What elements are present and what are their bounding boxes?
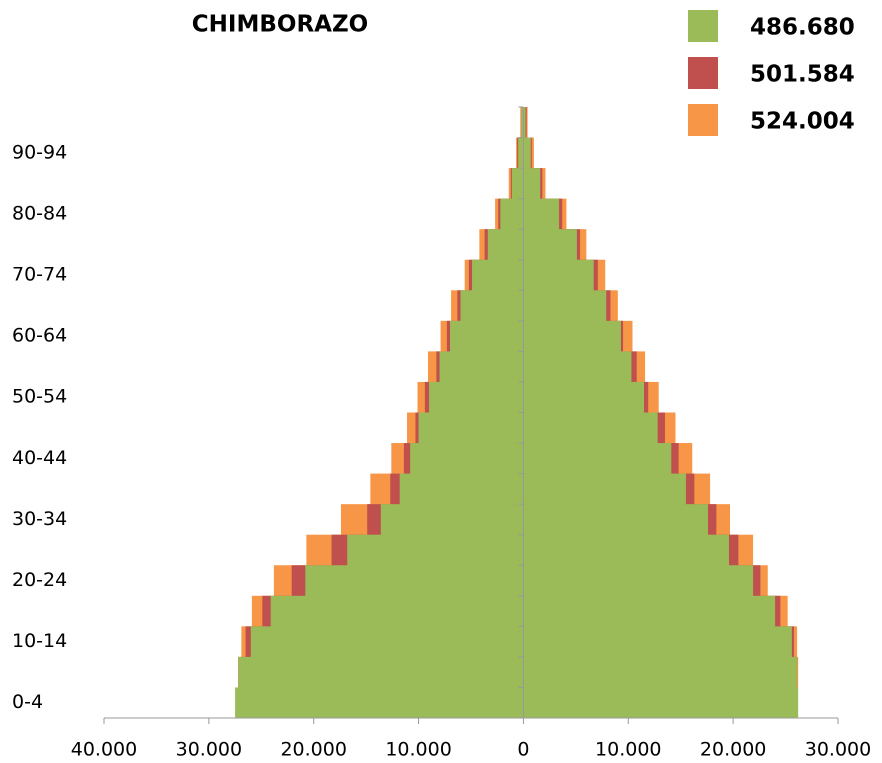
x-tick-label: 30.000 [805, 739, 871, 761]
chart-title: CHIMBORAZO [192, 12, 368, 38]
bar [523, 504, 708, 535]
bar [523, 259, 594, 291]
bar [305, 565, 524, 597]
x-tick-label: 10.000 [385, 739, 451, 761]
y-tick-label: 80-84 [12, 202, 67, 224]
x-tick-label: 20.000 [700, 739, 766, 761]
y-tick-label: 10-14 [12, 630, 67, 652]
bar [523, 381, 645, 413]
y-tick-label: 90-94 [12, 141, 67, 163]
bar [523, 351, 632, 383]
bar [518, 137, 524, 169]
legend-label: 501.584 [750, 62, 855, 88]
bar [472, 259, 524, 291]
bar [523, 656, 798, 688]
bar [523, 534, 729, 566]
legend-swatch [688, 57, 718, 89]
bar [523, 137, 531, 169]
bar [523, 412, 658, 444]
bar [523, 565, 754, 597]
bar [487, 229, 524, 261]
bar [429, 381, 524, 413]
y-tick-label: 20-24 [12, 569, 67, 591]
bar [410, 443, 524, 474]
bar [523, 198, 560, 230]
y-tick-label: 60-64 [12, 325, 67, 347]
x-tick-label: 30.000 [176, 739, 242, 761]
y-tick-label: 70-74 [12, 264, 67, 286]
bar [418, 412, 524, 444]
bar [270, 595, 524, 627]
bar [399, 473, 524, 505]
bar [500, 198, 524, 230]
y-tick-label: 50-54 [12, 386, 67, 408]
bar [521, 107, 524, 138]
legend-swatch [688, 10, 718, 42]
x-tick-label: 40.000 [71, 739, 137, 761]
y-tick-label: 30-34 [12, 508, 67, 530]
bar [523, 229, 577, 261]
bar [523, 626, 792, 658]
bar [380, 504, 524, 535]
bar [460, 290, 524, 322]
bar [523, 687, 799, 719]
legend-label: 524.004 [750, 109, 855, 135]
x-tick-label: 20.000 [280, 739, 346, 761]
bar [238, 656, 524, 688]
bar [523, 168, 541, 199]
bar [523, 290, 607, 322]
x-tick-label: 10.000 [595, 739, 661, 761]
bar [523, 595, 776, 627]
legend-label: 486.680 [750, 15, 855, 41]
bar [523, 320, 621, 352]
y-tick-label: 40-44 [12, 447, 67, 469]
legend-swatch [688, 104, 718, 136]
bar [523, 443, 672, 474]
x-tick-label: 0 [517, 739, 529, 761]
bar [439, 351, 524, 383]
bar [523, 107, 526, 138]
bar [450, 320, 524, 352]
bar [523, 473, 686, 505]
bar [235, 687, 524, 719]
bar [511, 168, 524, 199]
bar [250, 626, 524, 658]
y-tick-label: 0-4 [12, 691, 43, 713]
bar [347, 534, 524, 566]
